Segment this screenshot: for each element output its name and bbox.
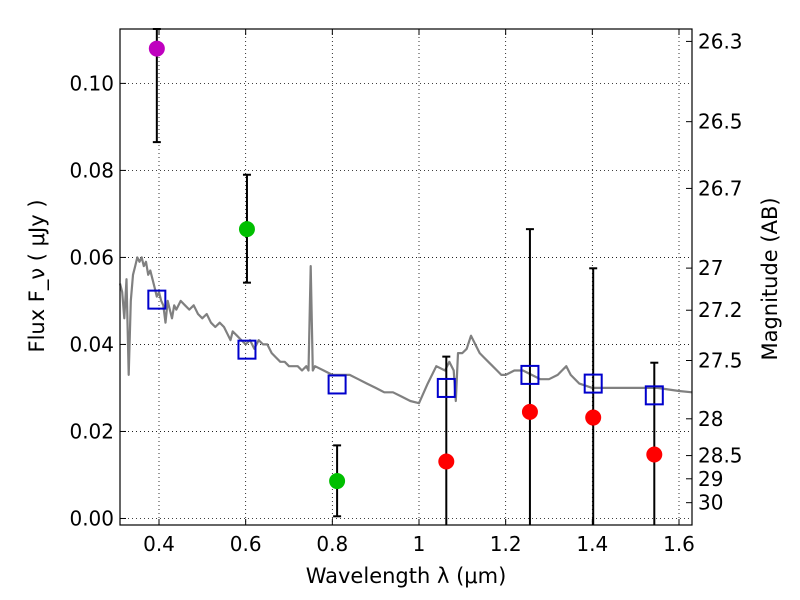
model-photometry-box <box>327 374 347 395</box>
y-tick-label: 0.10 <box>69 71 114 95</box>
magnitude-tick-label: 28 <box>698 407 723 431</box>
magnitude-tick-label: 30 <box>698 491 723 515</box>
model-spectrum-layer <box>118 256 693 405</box>
observed-point <box>148 40 165 57</box>
observed-point <box>438 453 455 470</box>
observed-point <box>646 446 663 463</box>
magnitude-tick-label: 27.2 <box>698 298 743 322</box>
model-spectrum-line <box>118 256 693 405</box>
plot-frame <box>119 28 693 526</box>
model-photometry-box <box>583 373 603 394</box>
x-tick-label: 1.2 <box>490 532 522 556</box>
model-photometry-box <box>520 364 540 385</box>
magnitude-tick-label: 27 <box>698 256 723 280</box>
model-photometry-box <box>147 289 167 310</box>
y-axis-ticks: 0.00 0.02 0.04 0.06 0.08 0.10 <box>69 71 126 530</box>
model-photometry-box <box>237 339 257 360</box>
x-axis-ticks: 0.4 0.6 0.8 1 1.2 1.4 1.6 <box>143 29 695 556</box>
x-tick-label: 0.6 <box>230 532 262 556</box>
model-photometry-layer <box>147 289 664 406</box>
grid <box>120 29 692 525</box>
x-tick-label: 1.6 <box>663 532 695 556</box>
magnitude-tick-label: 26.5 <box>698 110 743 134</box>
y-tick-label: 0.08 <box>69 158 114 182</box>
observed-point <box>329 473 346 490</box>
model-photometry-box <box>644 385 664 406</box>
y-tick-label: 0.00 <box>69 506 114 530</box>
x-tick-label: 1 <box>413 532 426 556</box>
model-photometry-box <box>436 377 456 398</box>
observed-point <box>521 403 538 420</box>
x-tick-label: 0.4 <box>143 532 175 556</box>
right-axis-label: Magnitude (AB) <box>758 197 782 360</box>
y-tick-label: 0.02 <box>69 419 114 443</box>
observed-points-layer <box>148 40 663 490</box>
y-axis-label: Flux F_ν ( μJy ) <box>25 199 50 352</box>
y-tick-label: 0.06 <box>69 245 114 269</box>
x-tick-label: 1.4 <box>576 532 608 556</box>
observed-point <box>585 409 602 426</box>
magnitude-tick-label: 27.5 <box>698 349 743 373</box>
observed-point <box>238 221 255 238</box>
magnitude-tick-label: 29 <box>698 467 723 491</box>
magnitude-tick-label: 26.3 <box>698 29 743 53</box>
magnitude-tick-label: 28.5 <box>698 444 743 468</box>
y-tick-label: 0.04 <box>69 332 114 356</box>
x-axis-label: Wavelength λ (μm) <box>306 564 507 588</box>
magnitude-tick-label: 26.7 <box>698 176 743 200</box>
x-tick-label: 0.8 <box>316 532 348 556</box>
errorbar-layer <box>152 28 659 525</box>
